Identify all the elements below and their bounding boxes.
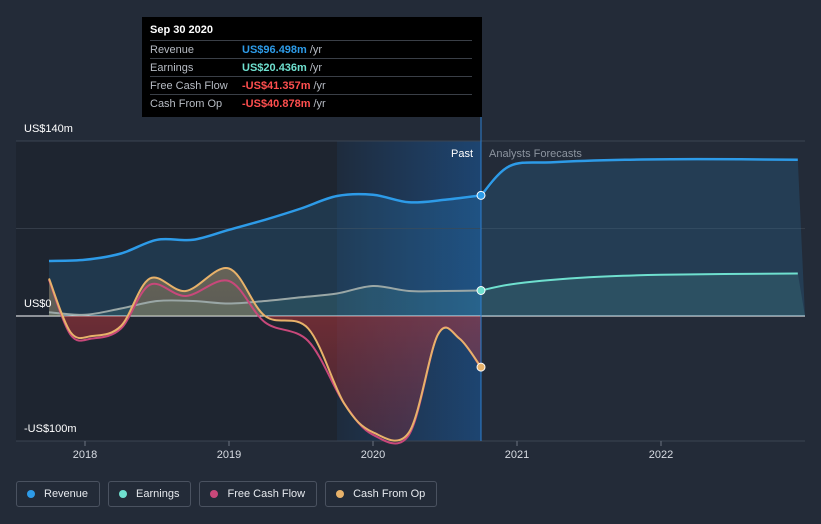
- legend-label: Cash From Op: [353, 488, 426, 500]
- past-label: Past: [451, 148, 473, 160]
- y-axis-labels: US$140m US$0 -US$100m: [24, 123, 77, 435]
- tooltip-row-unit: /yr: [309, 61, 323, 74]
- revenue-line: [48, 192, 482, 263]
- earnings-forecast-line: [480, 272, 798, 292]
- tooltip-row-name: Earnings: [150, 61, 194, 74]
- tooltip-row-name: Cash From Op: [150, 97, 223, 110]
- legend-dot-icon: [336, 490, 345, 498]
- legend-item-free-cash-flow[interactable]: Free Cash Flow: [199, 481, 318, 507]
- tooltip-row-value: US$96.498m: [242, 43, 307, 56]
- tooltip-row-cash-from-op: Cash From Op -US$40.878m /yr: [150, 94, 472, 112]
- y-tick-label: -US$100m: [24, 423, 77, 435]
- legend-dot-icon: [119, 490, 128, 498]
- x-tick-label: 2019: [217, 449, 241, 461]
- tooltip-row-earnings: Earnings US$20.436m /yr: [150, 58, 472, 76]
- series-lines: [48, 157, 798, 445]
- x-axis-labels: 2018 2019 2020 2021 2022: [73, 449, 673, 461]
- tooltip: Sep 30 2020 Revenue US$96.498m /yr Earni…: [142, 17, 482, 117]
- tooltip-row-value: -US$41.357m: [242, 79, 311, 92]
- current-points: [476, 190, 486, 372]
- tooltip-row-value: -US$40.878m: [242, 97, 311, 110]
- tooltip-row-name: Revenue: [150, 43, 195, 56]
- cash-negative-area: [49, 316, 481, 441]
- tooltip-row-unit: /yr: [313, 79, 326, 92]
- y-tick-label: US$0: [24, 298, 52, 310]
- earnings-point: [476, 286, 486, 295]
- x-tick-label: 2021: [505, 449, 529, 461]
- legend-item-revenue[interactable]: Revenue: [16, 481, 101, 507]
- chart: US$140m US$0 -US$100m 2018 2019 2020 2021 2022…: [16, 117, 805, 461]
- legend-item-earnings[interactable]: Earnings: [108, 481, 192, 507]
- tooltip-row-name: Free Cash Flow: [150, 79, 228, 92]
- cash-from-op-line: [48, 267, 482, 442]
- y-tick-label: US$140m: [24, 123, 73, 135]
- x-tick-label: 2020: [361, 449, 385, 461]
- cash-from-op-point: [476, 362, 486, 372]
- revenue-point: [476, 190, 486, 200]
- earnings-line: [48, 284, 482, 316]
- x-tick-label: 2018: [73, 449, 97, 461]
- legend-dot-icon: [27, 490, 35, 498]
- revenue-forecast-line: [480, 157, 798, 197]
- legend: Revenue Earnings Free Cash Flow Cash Fro…: [16, 481, 438, 507]
- tooltip-row-revenue: Revenue US$96.498m /yr: [150, 40, 472, 58]
- legend-dot-icon: [210, 490, 219, 498]
- cash-positive-area: [49, 268, 481, 316]
- tooltip-date: Sep 30 2020: [150, 24, 213, 36]
- legend-label: Free Cash Flow: [227, 488, 306, 500]
- legend-label: Earnings: [136, 488, 180, 500]
- legend-item-cash-from-op[interactable]: Cash From Op: [325, 481, 438, 507]
- tooltip-row-value: US$20.436m: [242, 61, 307, 74]
- tooltip-row-free-cash-flow: Free Cash Flow -US$41.357m /yr: [150, 76, 472, 94]
- forecast-label: Analysts Forecasts: [489, 148, 582, 160]
- tooltip-row-unit: /yr: [309, 43, 323, 56]
- legend-label: Revenue: [44, 488, 89, 500]
- tooltip-row-unit: /yr: [313, 97, 326, 110]
- x-tick-label: 2022: [649, 449, 673, 461]
